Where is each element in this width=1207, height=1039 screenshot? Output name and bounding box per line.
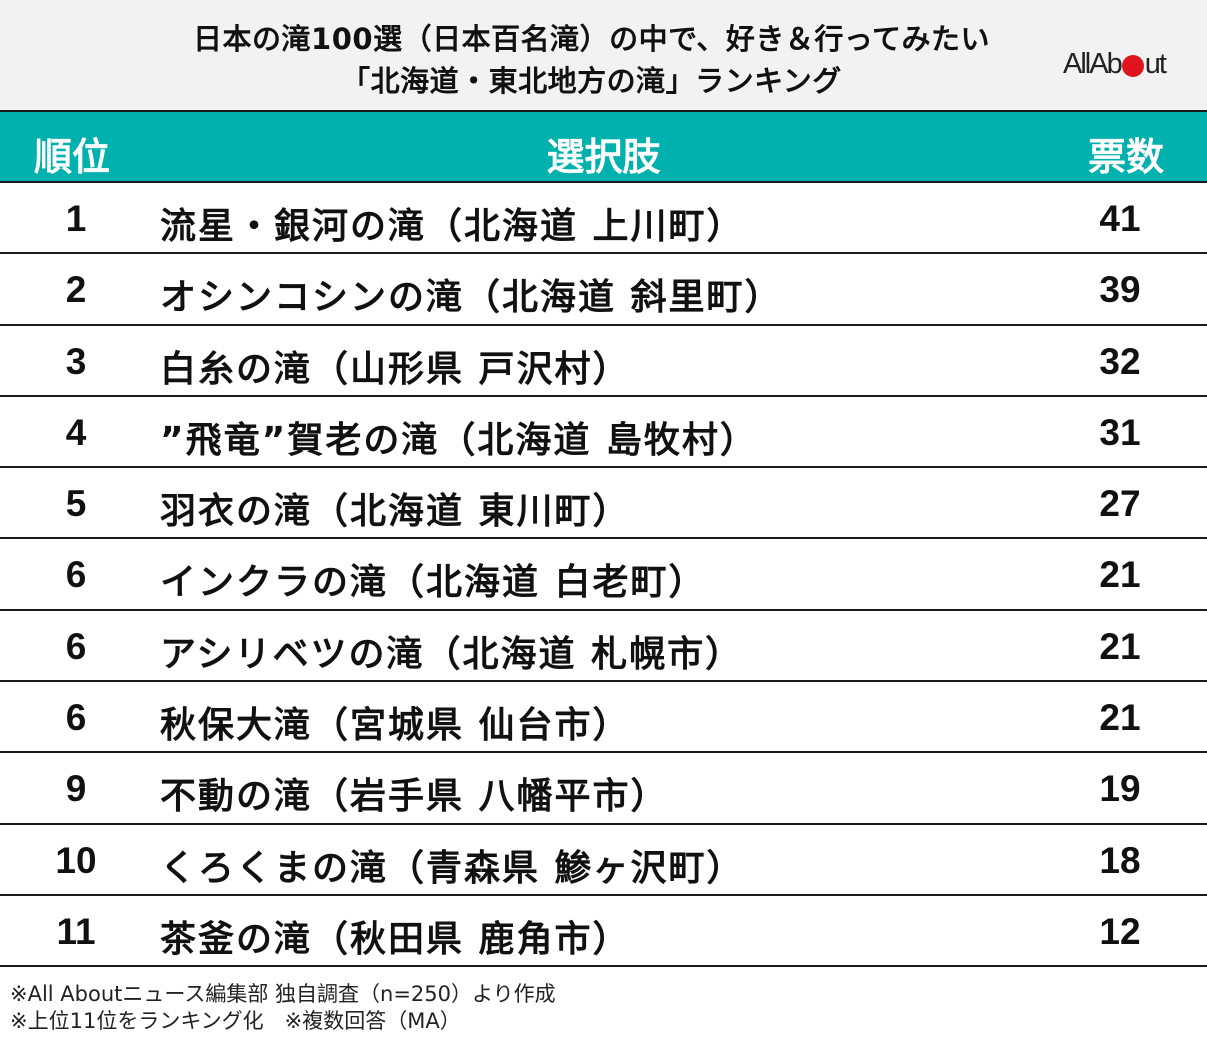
table-row: 6 アシリベツの滝（北海道 札幌市） 21 bbox=[0, 611, 1207, 683]
header-rank: 順位 bbox=[34, 135, 111, 179]
waterfall-name-cell: インクラの滝（北海道 白老町） bbox=[160, 562, 707, 604]
votes-cell: 21 bbox=[1099, 697, 1141, 739]
rank-cell: 10 bbox=[55, 839, 97, 881]
votes-cell: 21 bbox=[1099, 625, 1141, 667]
waterfall-name-cell: くろくまの滝（青森県 鯵ヶ沢町） bbox=[160, 847, 745, 889]
footnote-source: ※All Aboutニュース編集部 独自調査（n=250）より作成 bbox=[10, 982, 556, 1006]
rank-cell: 4 bbox=[65, 411, 87, 453]
table-row: 6 インクラの滝（北海道 白老町） 21 bbox=[0, 539, 1207, 611]
waterfall-name-cell: ”飛竜”賀老の滝（北海道 島牧村） bbox=[160, 419, 758, 461]
footnote-method: ※上位11位をランキング化 ※複数回答（MA） bbox=[10, 1009, 461, 1033]
rank-cell: 3 bbox=[65, 340, 87, 382]
rank-cell: 6 bbox=[65, 554, 87, 596]
table-row: 6 秋保大滝（宮城県 仙台市） 21 bbox=[0, 682, 1207, 754]
ranking-table-body: 1 流星・銀河の滝（北海道 上川町） 41 2 オシンコシンの滝（北海道 斜里町… bbox=[0, 183, 1207, 968]
rank-cell: 1 bbox=[65, 198, 87, 239]
votes-cell: 19 bbox=[1099, 768, 1141, 810]
logo-text-end: ut bbox=[1144, 48, 1167, 80]
table-row: 2 オシンコシンの滝（北海道 斜里町） 39 bbox=[0, 254, 1207, 326]
allabout-logo: AllAb ut bbox=[1063, 48, 1167, 81]
votes-cell: 12 bbox=[1099, 910, 1141, 952]
table-row: 9 不動の滝（岩手県 八幡平市） 19 bbox=[0, 753, 1207, 825]
waterfall-name-cell: 流星・銀河の滝（北海道 上川町） bbox=[160, 206, 745, 247]
chart-title-line-1: 日本の滝100選（日本百名滝）の中で、好き＆行ってみたい bbox=[193, 22, 990, 56]
waterfall-name-cell: 不動の滝（岩手県 八幡平市） bbox=[160, 776, 669, 818]
rank-cell: 2 bbox=[65, 269, 87, 311]
votes-cell: 27 bbox=[1099, 483, 1141, 525]
waterfall-name-cell: 白糸の滝（山形県 戸沢村） bbox=[160, 348, 631, 390]
votes-cell: 18 bbox=[1099, 839, 1141, 881]
table-row: 11 茶釜の滝（秋田県 鹿角市） 12 bbox=[0, 896, 1207, 968]
votes-cell: 39 bbox=[1099, 269, 1141, 311]
waterfall-name-cell: オシンコシンの滝（北海道 斜里町） bbox=[160, 277, 783, 319]
title-area: 日本の滝100選（日本百名滝）の中で、好き＆行ってみたい 「北海道・東北地方の滝… bbox=[0, 0, 1207, 112]
waterfall-name-cell: 羽衣の滝（北海道 東川町） bbox=[160, 491, 631, 533]
table-row: 1 流星・銀河の滝（北海道 上川町） 41 bbox=[0, 183, 1207, 255]
rank-cell: 11 bbox=[56, 910, 96, 952]
rank-cell: 5 bbox=[65, 483, 87, 525]
header-votes: 票数 bbox=[1088, 135, 1165, 179]
footnotes: ※All Aboutニュース編集部 独自調査（n=250）より作成 ※上位11位… bbox=[10, 981, 556, 1035]
waterfall-name-cell: 秋保大滝（宮城県 仙台市） bbox=[160, 705, 631, 747]
votes-cell: 31 bbox=[1099, 411, 1141, 453]
table-row: 4 ”飛竜”賀老の滝（北海道 島牧村） 31 bbox=[0, 397, 1207, 469]
chart-title-line-2: 「北海道・東北地方の滝」ランキング bbox=[341, 64, 842, 98]
votes-cell: 41 bbox=[1099, 198, 1141, 239]
rank-cell: 6 bbox=[65, 625, 87, 667]
rank-cell: 6 bbox=[65, 697, 87, 739]
table-row: 10 くろくまの滝（青森県 鯵ヶ沢町） 18 bbox=[0, 825, 1207, 896]
table-header: 順位 選択肢 票数 bbox=[0, 112, 1207, 183]
logo-text-start: AllAb bbox=[1063, 48, 1123, 80]
waterfall-name-cell: 茶釜の滝（秋田県 鹿角市） bbox=[160, 918, 631, 960]
waterfall-name-cell: アシリベツの滝（北海道 札幌市） bbox=[160, 633, 744, 675]
votes-cell: 21 bbox=[1099, 554, 1141, 596]
votes-cell: 32 bbox=[1099, 340, 1141, 382]
header-choice: 選択肢 bbox=[546, 135, 661, 179]
rank-cell: 9 bbox=[65, 768, 87, 810]
table-row: 5 羽衣の滝（北海道 東川町） 27 bbox=[0, 468, 1207, 540]
logo-red-dot-icon bbox=[1121, 55, 1144, 77]
table-row: 3 白糸の滝（山形県 戸沢村） 32 bbox=[0, 326, 1207, 397]
